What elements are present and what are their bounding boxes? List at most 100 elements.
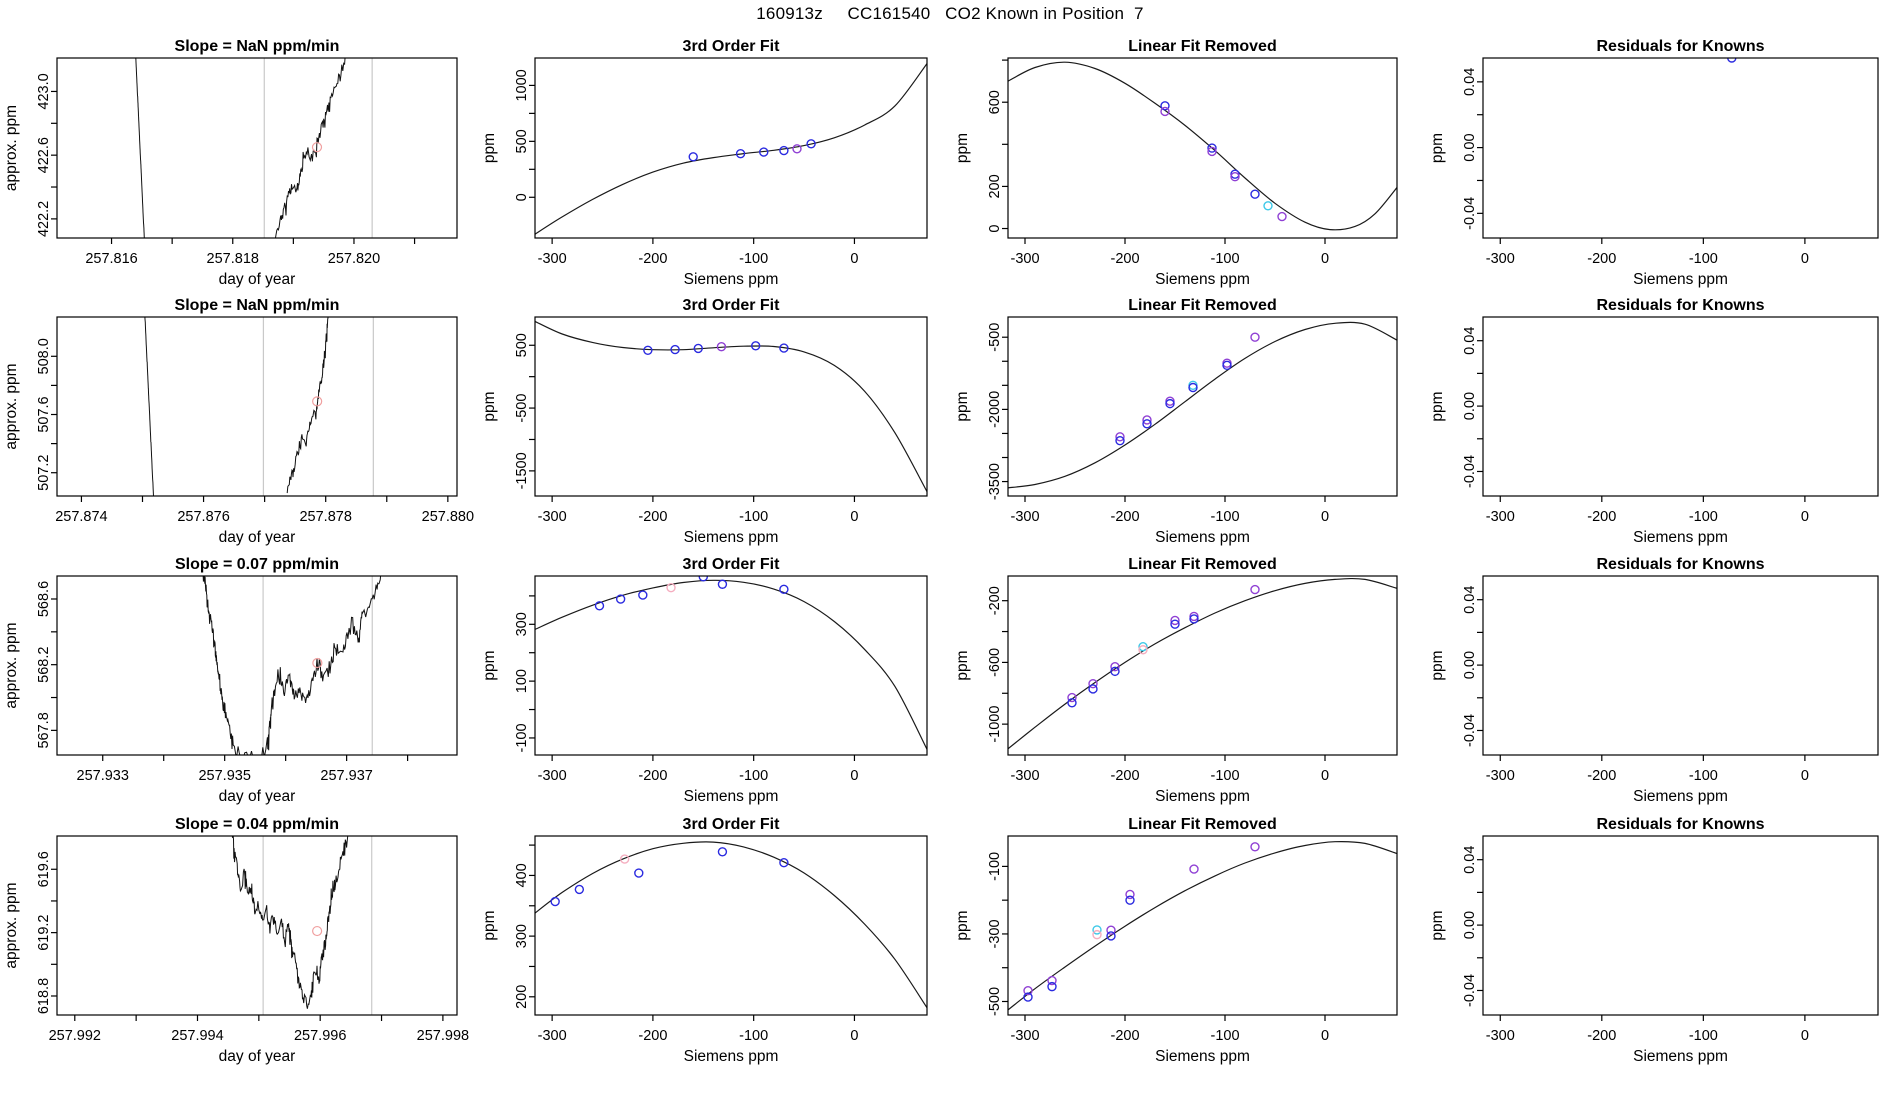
y-tick-label: 200 [514, 985, 530, 1009]
data-point [806, 139, 816, 149]
y-axis-label: approx. ppm [3, 105, 20, 191]
plot-content [202, 576, 382, 755]
fit-curve [535, 841, 927, 1009]
x-tick-label: 0 [1321, 509, 1329, 525]
data-point [1170, 619, 1180, 629]
plot-box [534, 575, 928, 756]
y-tick-label: 619.6 [36, 851, 52, 887]
subplot-r1c1: 257.816 257.818 257.820 422.2 422.6 423.0 day … [3, 38, 458, 288]
x-tick-label: 0 [1801, 1028, 1809, 1044]
data-point [1207, 143, 1217, 153]
x-tick-label: 257.996 [294, 1028, 346, 1044]
y-axis-label: ppm [1429, 650, 1446, 680]
y-tick-label: 0.00 [1462, 911, 1478, 939]
trace-highlight-marker [312, 925, 323, 937]
plot-content [535, 841, 927, 1009]
subplot-title: 3rd Order Fit [683, 556, 781, 573]
signal-trace [135, 58, 145, 238]
data-point [1727, 58, 1737, 63]
x-tick-label: 257.937 [320, 768, 372, 784]
signal-trace [286, 317, 329, 494]
x-tick-label: -200 [1110, 768, 1139, 784]
y-tick-label: -0.04 [1462, 974, 1478, 1007]
x-axis-label: day of year [219, 271, 296, 288]
subplot-title: Slope = 0.04 ppm/min [175, 816, 339, 833]
signal-trace [231, 836, 349, 1009]
plot-box [534, 835, 928, 1016]
y-axis-label: ppm [481, 650, 498, 680]
x-tick-label: -200 [1110, 251, 1139, 267]
y-tick-label: 567.8 [36, 712, 52, 748]
subplot-title: Residuals for Knowns [1596, 38, 1764, 55]
subplot-r3c1: 257.933 257.935 257.937 567.8 568.2 568.6 day … [3, 556, 458, 805]
fit-curve [1008, 321, 1397, 489]
subplot-title: Slope = 0.07 ppm/min [175, 556, 339, 573]
x-axis-label: Siemens ppm [684, 788, 779, 805]
plot-content [144, 317, 374, 496]
y-axis-label: ppm [954, 391, 971, 421]
y-tick-label: 0 [987, 224, 1003, 232]
plot-content [1008, 61, 1397, 231]
signal-trace [274, 58, 348, 238]
x-tick-label: -100 [1210, 251, 1239, 267]
plot-content [1727, 58, 1737, 63]
y-tick-label: 400 [514, 863, 530, 887]
x-tick-label: -200 [1587, 1028, 1616, 1044]
x-tick-label: -200 [1587, 509, 1616, 525]
plot-content [535, 63, 927, 235]
y-axis-label: ppm [954, 133, 971, 163]
data-point [1222, 360, 1232, 371]
data-point [1115, 432, 1125, 442]
x-tick-label: 0 [1801, 768, 1809, 784]
y-axis-label: ppm [1429, 391, 1446, 421]
y-tick-label: 600 [987, 90, 1003, 114]
data-point [716, 342, 727, 352]
x-tick-label: -200 [638, 768, 667, 784]
data-point [1160, 106, 1170, 117]
y-tick-label: 0.04 [1462, 68, 1478, 96]
x-tick-label: 257.935 [198, 768, 250, 784]
x-tick-label: 0 [1801, 509, 1809, 525]
x-tick-label: 257.998 [417, 1028, 469, 1044]
subplot-r2c4: -300 -200 -100 0 -0.04 0.00 0.04 Siemens ppm ppm… [1429, 297, 1879, 546]
data-point [1160, 101, 1170, 111]
subplot-title: Linear Fit Removed [1128, 556, 1276, 573]
x-axis-label: day of year [219, 529, 296, 546]
y-tick-label: -500 [987, 323, 1003, 352]
x-tick-label: -100 [739, 251, 768, 267]
data-point [1207, 146, 1217, 157]
data-point [1088, 679, 1098, 689]
data-point [619, 854, 630, 864]
data-point [1189, 614, 1199, 624]
x-tick-label: 257.816 [85, 251, 137, 267]
x-tick-label: 0 [1321, 251, 1329, 267]
plot-box [56, 57, 458, 239]
x-tick-label: 0 [850, 1028, 858, 1044]
signal-trace [202, 576, 382, 755]
data-point [1067, 692, 1077, 703]
y-tick-label: 568.2 [36, 647, 52, 683]
x-tick-label: -100 [1689, 768, 1718, 784]
data-point [1106, 925, 1116, 935]
x-tick-label: -300 [538, 251, 567, 267]
y-axis-label: ppm [954, 910, 971, 940]
x-tick-label: 257.933 [77, 768, 129, 784]
data-point [615, 594, 626, 604]
x-tick-label: -300 [1010, 251, 1039, 267]
subplot-r2c2: -300 -200 -100 0 -1500 -500 500 Siemens ppm ppm 3… [481, 297, 928, 546]
data-point [1189, 611, 1199, 622]
data-point [594, 601, 605, 611]
x-tick-label: 0 [850, 251, 858, 267]
y-tick-label: -0.04 [1462, 714, 1478, 747]
x-tick-label: -300 [538, 509, 567, 525]
y-tick-label: 0.04 [1462, 586, 1478, 614]
x-tick-label: -200 [1110, 509, 1139, 525]
data-point [1230, 172, 1240, 182]
data-point [792, 144, 802, 154]
trace-highlight-marker [312, 396, 323, 407]
x-tick-label: 0 [850, 509, 858, 525]
data-point [1188, 382, 1198, 393]
data-point [1250, 332, 1260, 342]
y-tick-label: 0.00 [1462, 133, 1478, 161]
